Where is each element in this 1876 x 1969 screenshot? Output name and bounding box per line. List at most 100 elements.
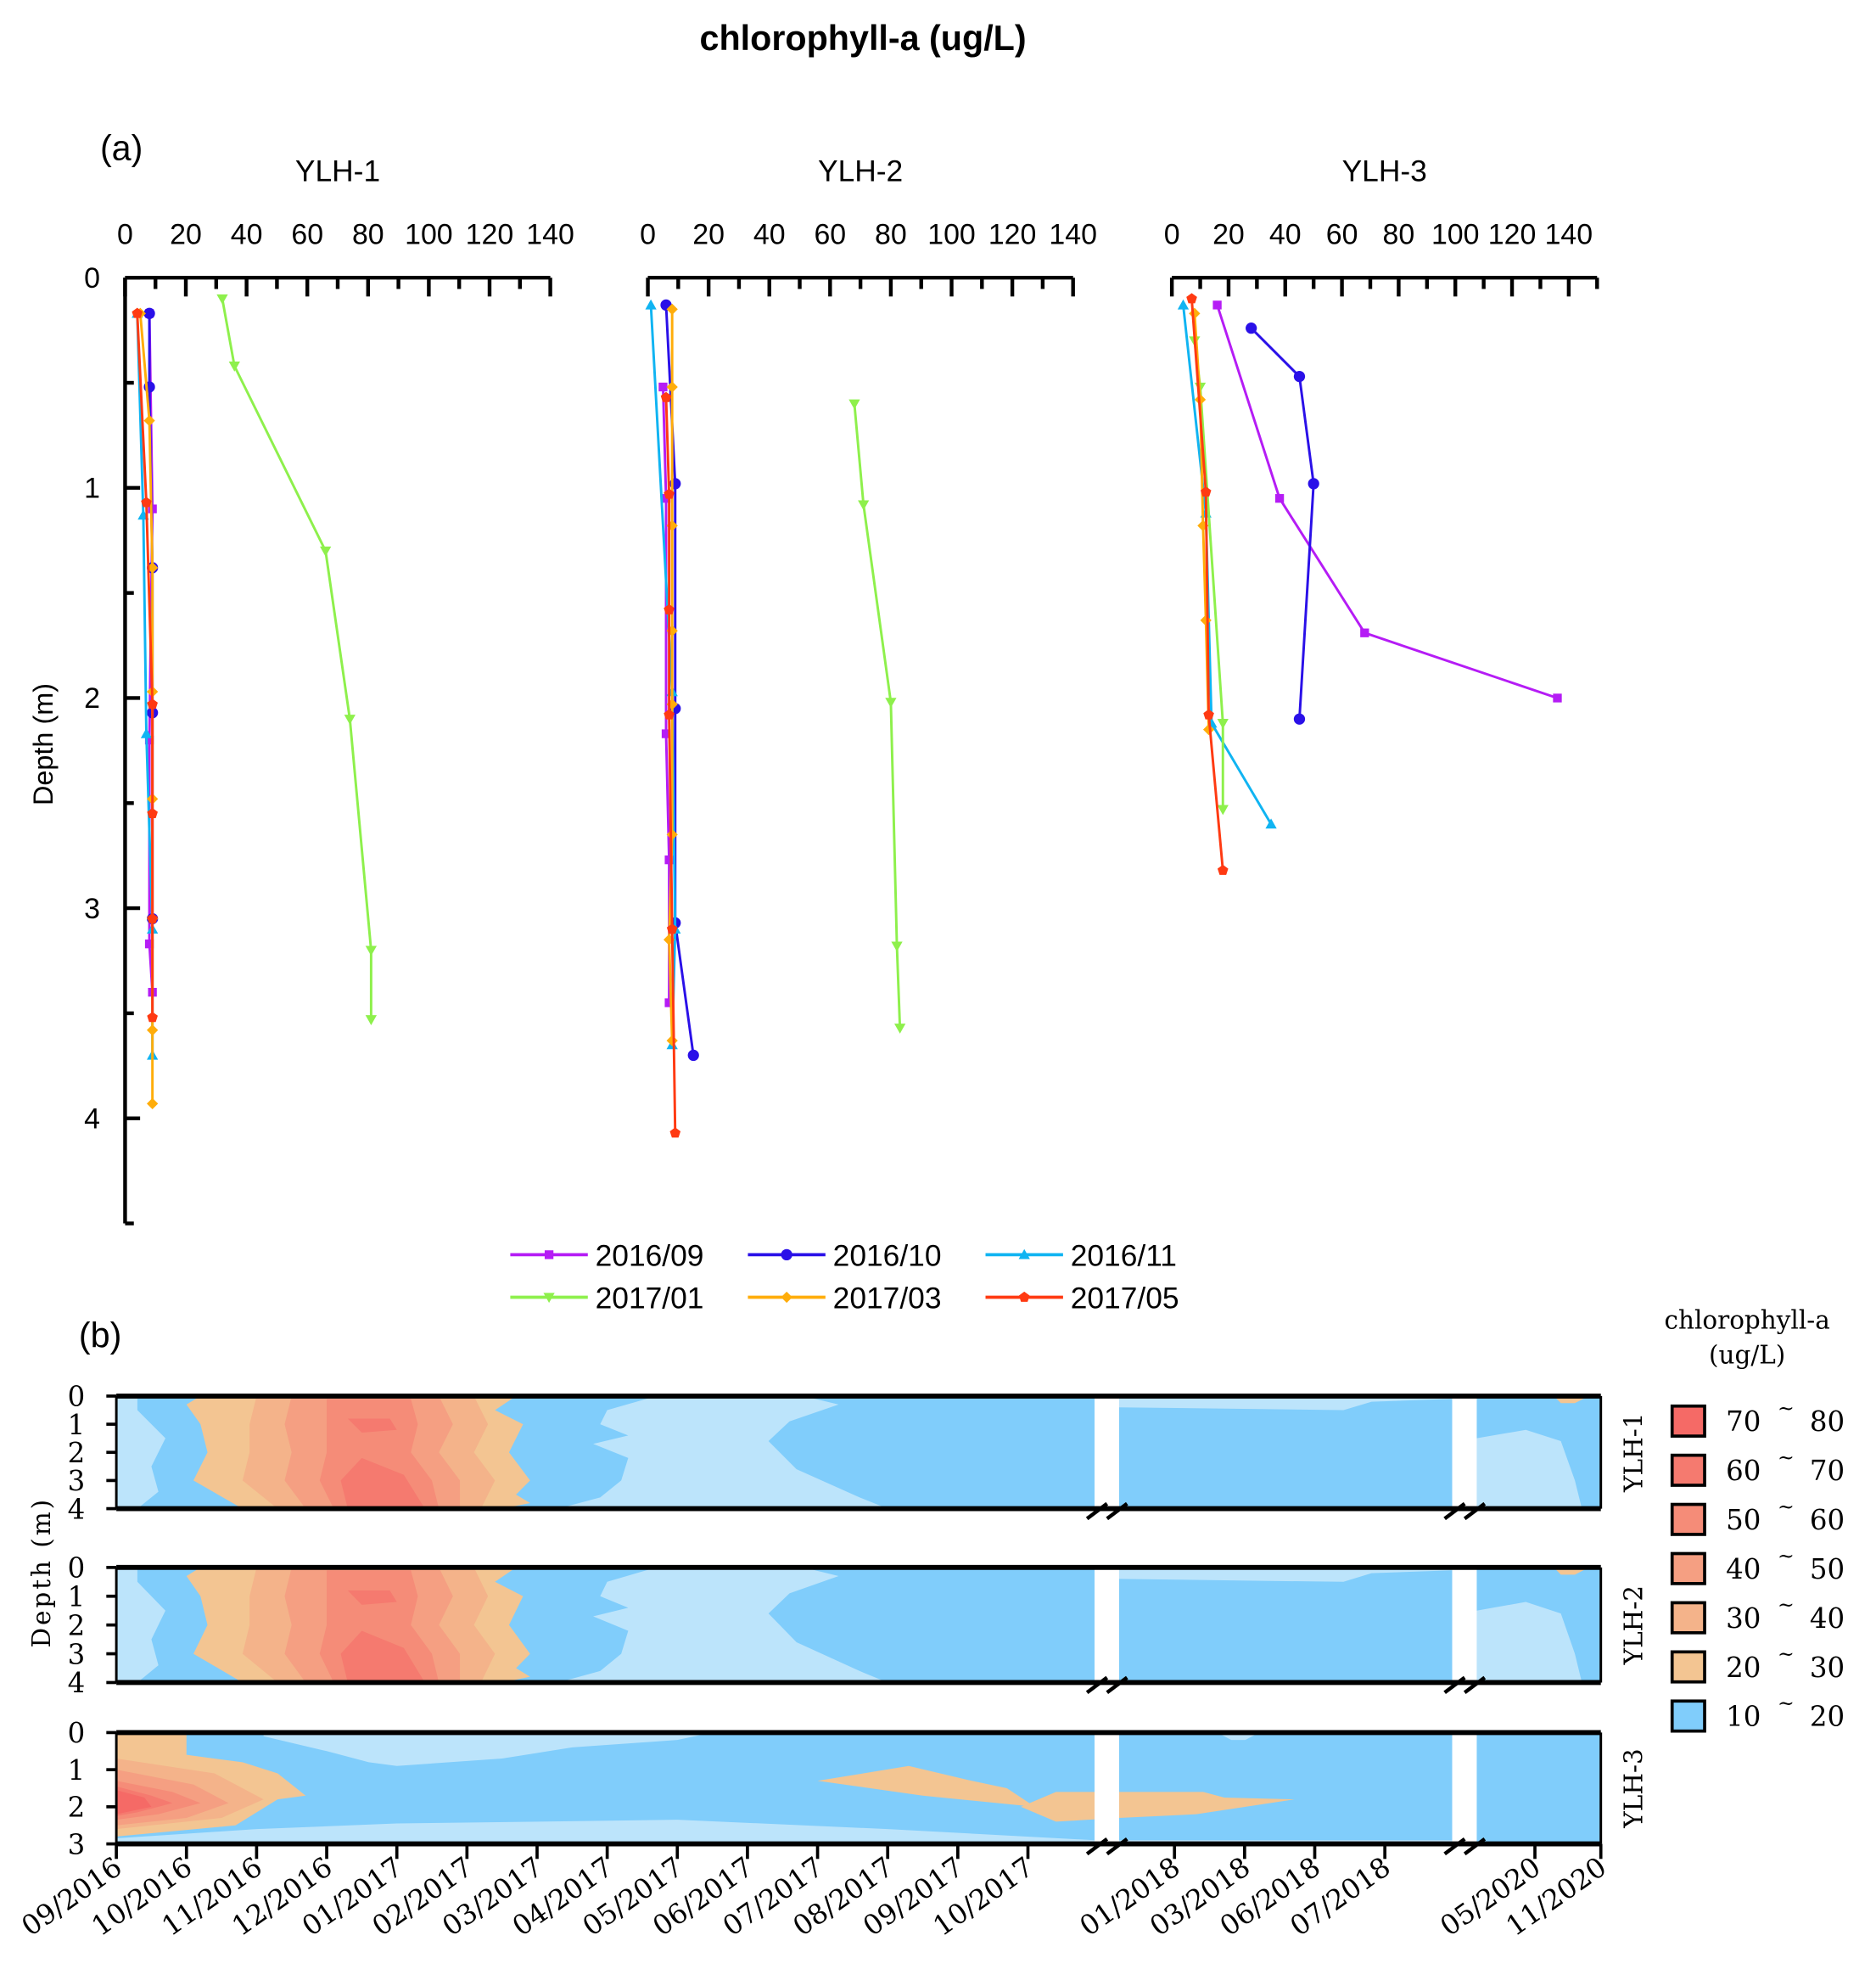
panel-b-ylabel: Depth (m) — [27, 1497, 56, 1648]
y-tick-label: 3 — [68, 1465, 86, 1497]
legend-label: 2017/03 — [833, 1282, 942, 1315]
contour-region — [116, 1790, 152, 1815]
data-point — [894, 1024, 906, 1034]
data-point — [658, 382, 668, 392]
y-tick-label: 3 — [68, 1638, 86, 1670]
x-tick-label: 120 — [1488, 218, 1537, 250]
data-point — [1217, 719, 1229, 729]
contour-region — [263, 1732, 713, 1766]
legend-marker — [1018, 1248, 1030, 1259]
heatmap-x-axis: 09/201610/201611/201612/201601/201702/20… — [15, 1843, 1612, 1943]
contour-region — [1118, 1732, 1453, 1844]
data-point — [144, 735, 154, 745]
x-tick-label: 60 — [1326, 218, 1358, 250]
series-line — [136, 313, 154, 1018]
y-tick-label: 4 — [68, 1493, 86, 1525]
data-point — [132, 307, 143, 318]
legend-label: 2016/10 — [833, 1240, 942, 1273]
x-tick-label: 40 — [231, 218, 263, 250]
colorbar-separator: ~ — [1778, 1544, 1795, 1568]
data-point — [320, 546, 332, 557]
data-point — [848, 399, 860, 410]
data-point — [666, 923, 678, 934]
colorbar-swatch — [1670, 1502, 1706, 1536]
colorbar-high: 20 — [1810, 1701, 1845, 1733]
colorbar-high: 50 — [1810, 1553, 1845, 1585]
colorbar-swatch — [1670, 1601, 1706, 1635]
legend-item: 2016/09 — [510, 1240, 703, 1273]
x-tick-label: 0 — [117, 218, 133, 250]
contour-region — [340, 1630, 425, 1683]
colorbar-separator: ~ — [1778, 1396, 1795, 1420]
contour-region — [817, 1765, 1035, 1807]
y-tick-label: 2 — [68, 1437, 86, 1469]
contour-region — [768, 1567, 1095, 1683]
data-point — [660, 391, 672, 402]
x-tick-label: 140 — [526, 218, 574, 250]
site-label: YLH-1 — [1619, 1413, 1648, 1493]
y-tick-label: 0 — [84, 262, 100, 295]
colorbar-high: 30 — [1810, 1652, 1845, 1684]
data-point — [858, 500, 870, 511]
series-line — [221, 298, 372, 1020]
series-2017-05 — [1186, 293, 1229, 875]
panel-a-legend: 2016/09 2016/10 2016/11 2017/01 2017/03 2017/… — [510, 1240, 1179, 1315]
y-tick-label: 2 — [68, 1792, 86, 1824]
data-point — [228, 362, 240, 372]
data-point — [885, 698, 897, 709]
legend-item: 2017/05 — [985, 1282, 1179, 1315]
y-tick-label: 4 — [84, 1103, 100, 1136]
x-tick-label: 100 — [1431, 218, 1480, 250]
y-tick-label: 1 — [68, 1754, 86, 1787]
colorbar-low: 10 — [1726, 1701, 1761, 1733]
series-2016-09 — [1212, 300, 1562, 703]
site-label: YLH-2 — [1619, 1585, 1648, 1665]
data-point — [666, 381, 678, 393]
colorbar-item: 60 ~70 — [1670, 1445, 1845, 1487]
y-tick-label: 2 — [68, 1609, 86, 1641]
colorbar-separator: ~ — [1778, 1445, 1795, 1469]
subplot-title: YLH-3 — [1342, 155, 1427, 188]
data-point — [664, 998, 674, 1007]
legend-item: 2016/10 — [748, 1240, 942, 1273]
colorbar-separator: ~ — [1778, 1495, 1795, 1518]
contour-region — [116, 1732, 1095, 1844]
heatmap-ylh-3: 0 1 2 3 YLH-3 — [68, 1717, 1649, 1860]
x-tick-label: 120 — [466, 218, 514, 250]
contour-region — [1021, 1792, 1295, 1822]
x-tick-label: 20 — [692, 218, 725, 250]
colorbar-high: 40 — [1810, 1602, 1845, 1635]
y-tick-label: 0 — [68, 1552, 86, 1585]
panel-b-heatmaps: 01234YLH-101234YLH-20123YLH-309/201610/2… — [15, 1381, 1648, 1943]
colorbar-low: 40 — [1726, 1553, 1761, 1585]
contour-region — [347, 1590, 397, 1605]
data-point — [1200, 486, 1212, 497]
x-tick-label: 40 — [753, 218, 786, 250]
axis-break-gap — [1452, 1395, 1477, 1509]
data-point — [891, 941, 903, 952]
colorbar-separator: ~ — [1778, 1642, 1795, 1666]
contour-region — [347, 1418, 397, 1433]
data-point — [669, 1127, 681, 1138]
panel-b-label: (b) — [79, 1315, 121, 1355]
contour-region — [1476, 1567, 1601, 1683]
colorbar-swatch — [1670, 1453, 1706, 1487]
y-tick-label: 1 — [68, 1581, 86, 1613]
x-tick-label: 140 — [1545, 218, 1593, 250]
colorbar-swatch — [1670, 1699, 1706, 1733]
subplot-title: YLH-2 — [818, 155, 903, 188]
series-line — [853, 403, 902, 1029]
colorbar-low: 70 — [1726, 1405, 1761, 1438]
contour-region — [340, 1457, 425, 1509]
data-point — [147, 912, 158, 923]
y-tick-label: 1 — [84, 473, 100, 505]
data-point — [687, 1049, 699, 1062]
series-line — [1190, 298, 1224, 871]
colorbar-high: 60 — [1810, 1504, 1845, 1536]
series-2017-05 — [660, 391, 681, 1138]
colorbar-low: 20 — [1726, 1652, 1761, 1684]
colorbar-low: 60 — [1726, 1455, 1761, 1487]
panel-a-label: (a) — [100, 129, 143, 168]
